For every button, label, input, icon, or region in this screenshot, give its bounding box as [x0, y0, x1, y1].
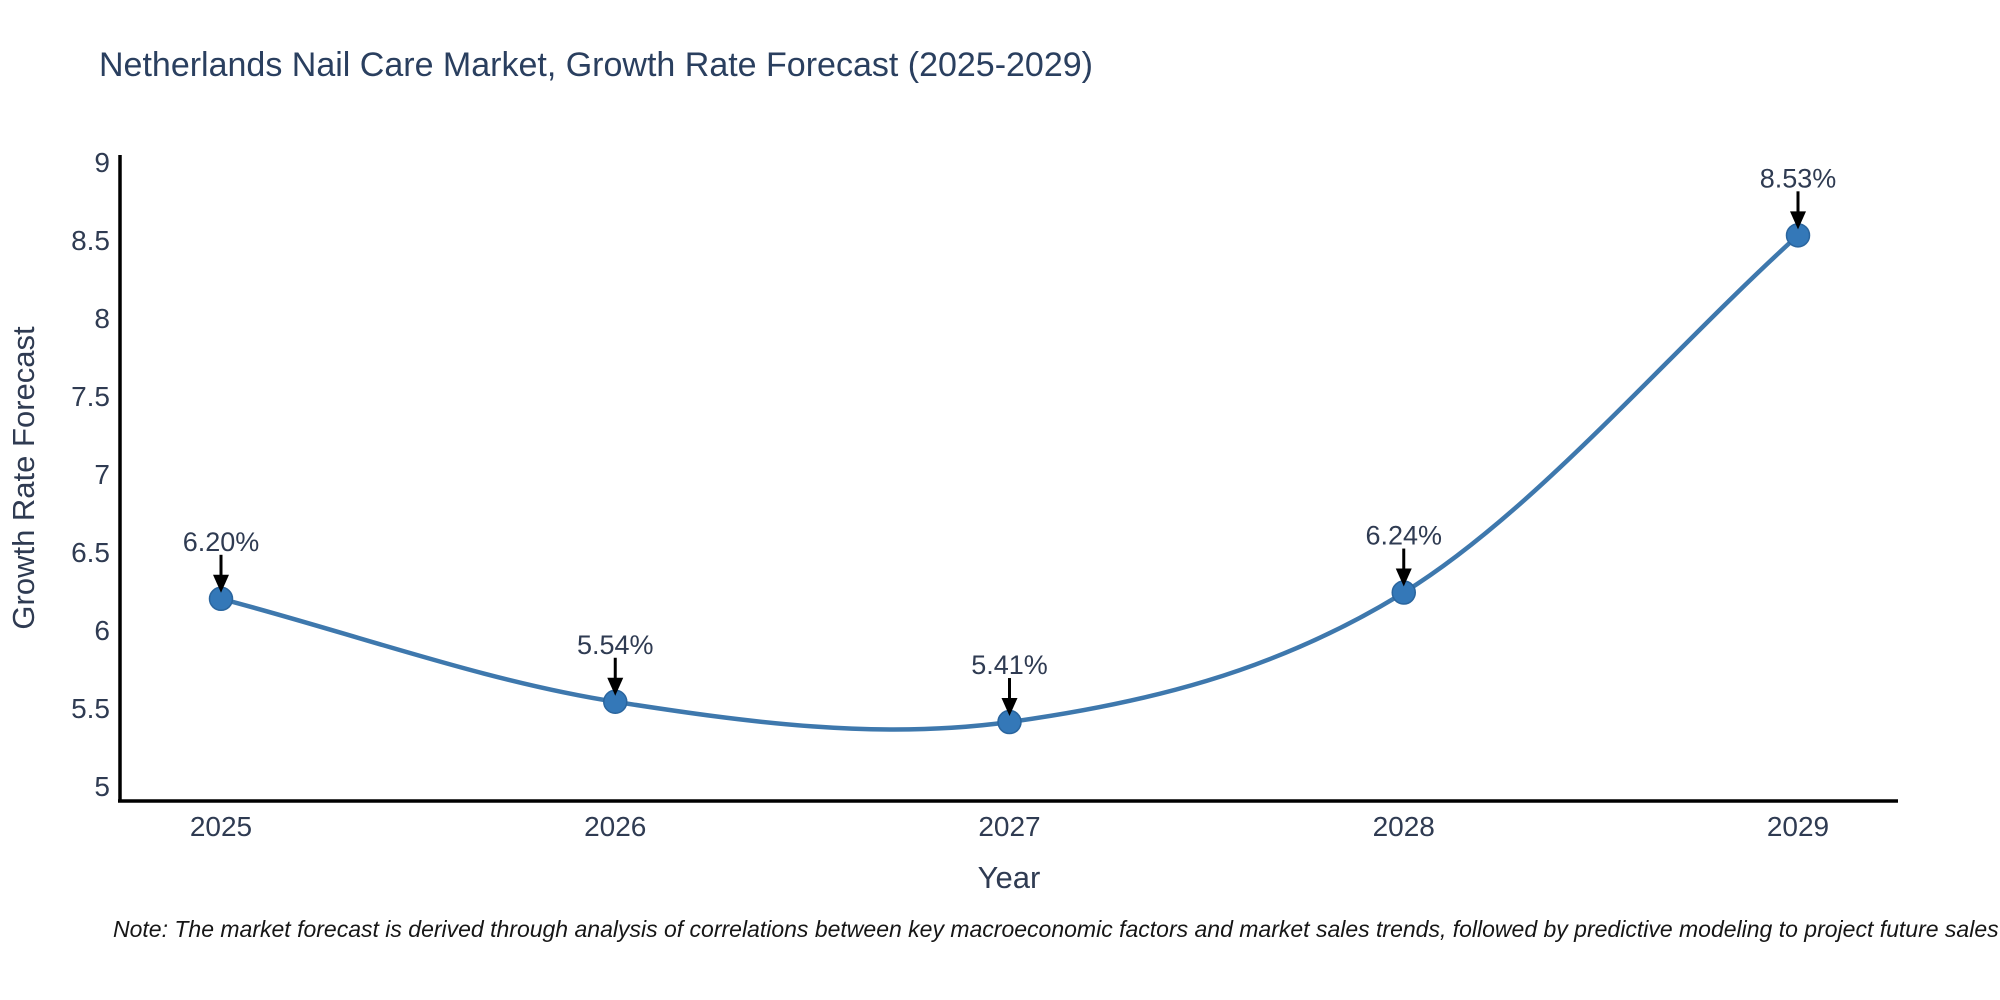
- y-axis-tick-label: 8.5: [71, 225, 110, 256]
- axis-spines: [118, 155, 1898, 803]
- annotation-arrowhead: [1395, 568, 1412, 587]
- annotation-arrowhead: [213, 574, 229, 593]
- y-axis-tick-label: 7: [94, 459, 110, 490]
- x-axis-title: Year: [978, 860, 1041, 895]
- x-axis-tick-label: 2028: [1373, 811, 1435, 842]
- annotation-arrowhead: [1001, 698, 1018, 717]
- annotation-arrowhead: [1790, 211, 1806, 230]
- annotation-arrowhead: [607, 677, 624, 696]
- x-axis-tick-label: 2026: [584, 811, 646, 842]
- y-axis-tick-label: 7.5: [71, 381, 110, 412]
- y-axis-tick-label: 8: [94, 303, 110, 334]
- y-axis-tick-label: 6.5: [71, 537, 110, 568]
- annotation-label: 6.20%: [183, 527, 260, 557]
- x-axis-tick-label: 2027: [978, 811, 1040, 842]
- chart-note: Note: The market forecast is derived thr…: [113, 916, 1999, 942]
- y-axis-tick-label: 9: [94, 147, 110, 178]
- x-axis-tick-label: 2025: [190, 811, 252, 842]
- chart-title: Netherlands Nail Care Market, Growth Rat…: [99, 46, 1093, 84]
- y-axis-tick-label: 5.5: [71, 693, 110, 724]
- annotation-label: 8.53%: [1760, 163, 1837, 193]
- y-axis-title: Growth Rate Forecast: [6, 326, 41, 630]
- trend-line: [218, 233, 1801, 732]
- annotation-label: 6.24%: [1365, 521, 1442, 551]
- annotation-label: 5.41%: [971, 650, 1048, 680]
- annotation-label: 5.54%: [577, 630, 654, 660]
- x-axis-tick-label: 2029: [1767, 811, 1829, 842]
- y-axis-tick-label: 6: [94, 615, 110, 646]
- y-axis-tick-label: 5: [94, 771, 110, 802]
